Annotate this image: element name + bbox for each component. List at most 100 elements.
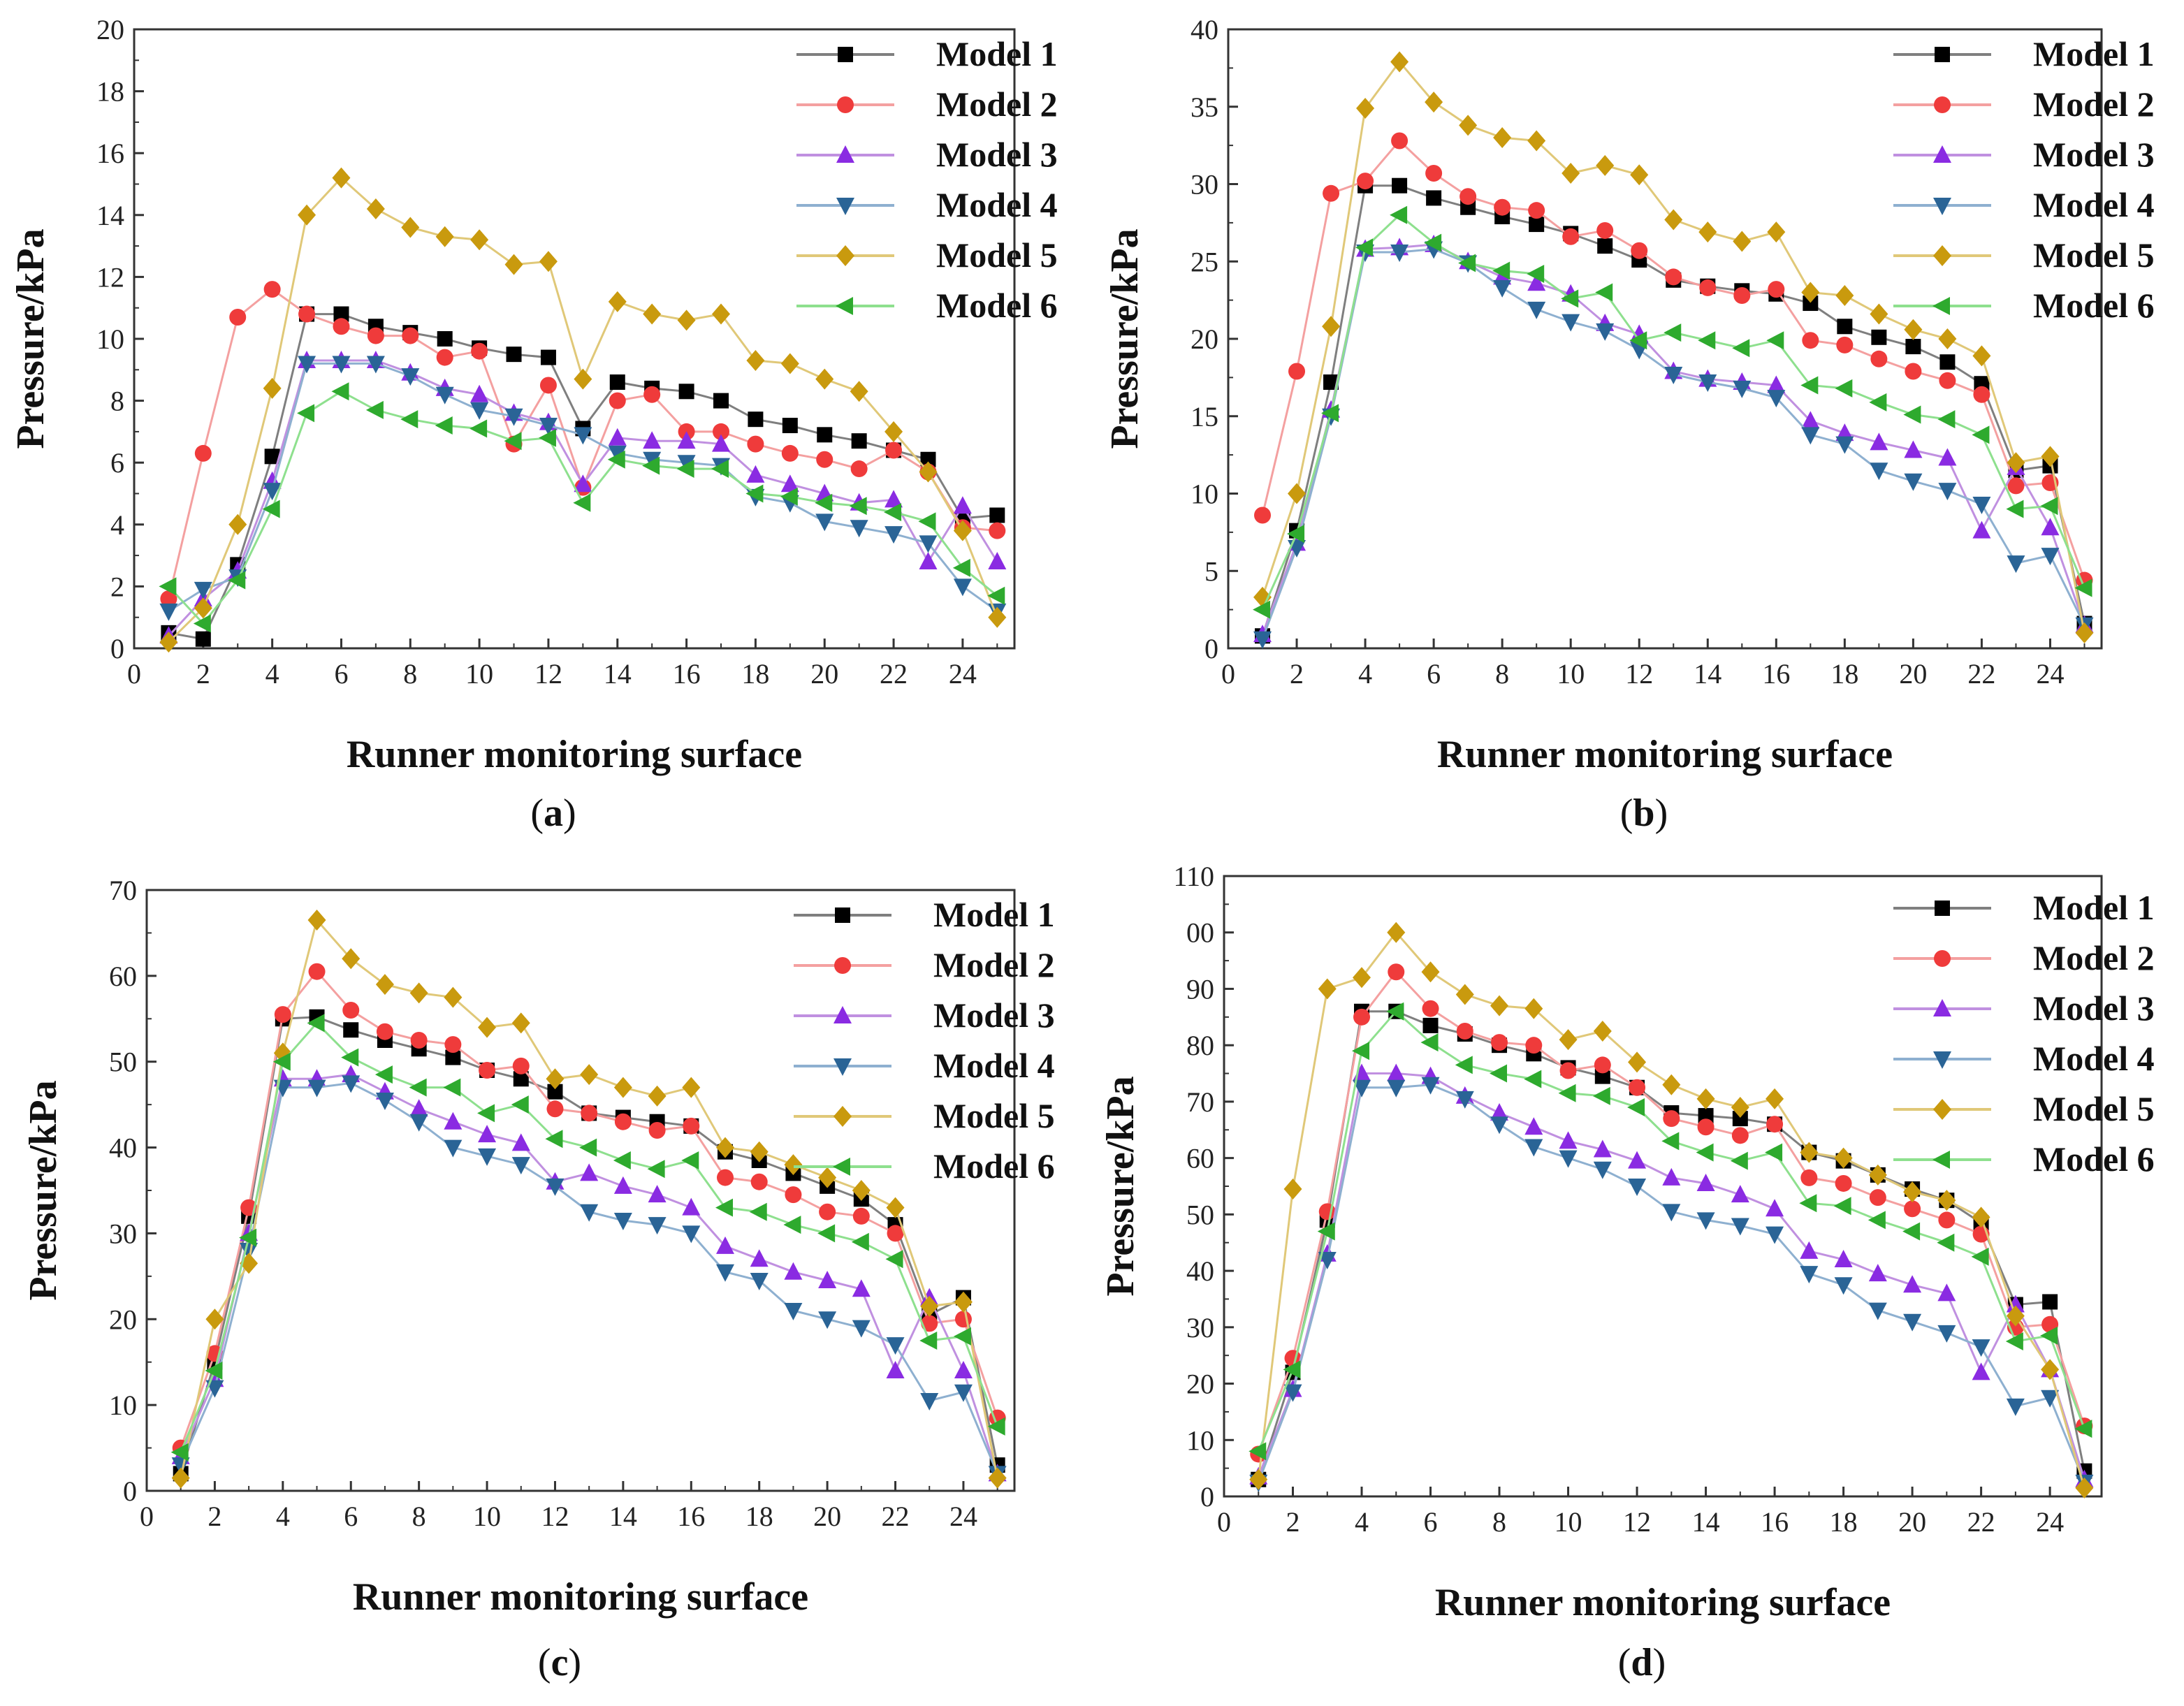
data-point-model-6 (1352, 1042, 1370, 1060)
data-point-model-4 (2007, 555, 2025, 574)
data-point-model-4 (478, 1148, 497, 1166)
data-point-model-4 (470, 402, 489, 420)
legend-entry: Model 1 (2033, 34, 2155, 73)
data-point-model-6 (1287, 525, 1305, 544)
data-point-model-6 (205, 1362, 223, 1380)
legend-entry: Model 3 (2033, 135, 2155, 174)
data-point-model-3 (1662, 1167, 1681, 1186)
data-point-model-2 (1525, 1037, 1543, 1054)
data-point-model-3 (712, 434, 730, 452)
data-point-model-5 (1834, 1147, 1853, 1169)
data-point-model-1 (513, 1071, 529, 1087)
x-axis-label: Runner monitoring surface (353, 1575, 808, 1619)
data-point-model-4 (1696, 1212, 1715, 1230)
data-point-model-3 (954, 1361, 973, 1378)
x-tick-label: 6 (344, 1501, 358, 1532)
data-point-model-4 (852, 1320, 871, 1338)
data-point-model-6 (987, 586, 1005, 605)
data-point-model-5 (580, 1064, 599, 1086)
data-point-model-5 (171, 1467, 190, 1489)
x-tick-label: 18 (745, 1501, 773, 1532)
data-point-model-6 (1492, 261, 1510, 280)
y-tick-label: 10 (109, 1390, 137, 1421)
data-point-model-5 (750, 1141, 769, 1162)
data-point-model-2 (1254, 506, 1272, 524)
data-point-model-3 (1387, 1063, 1406, 1081)
data-point-model-5 (1938, 328, 1957, 349)
data-point-model-4 (1937, 1325, 1956, 1343)
y-tick-label: 0 (1204, 633, 1218, 664)
data-point-model-5 (1731, 1096, 1749, 1118)
data-point-model-4 (608, 445, 627, 463)
data-point-model-2 (1697, 1118, 1715, 1136)
legend-entry: Model 1 (933, 895, 1055, 934)
data-point-model-5 (1353, 967, 1371, 989)
data-point-model-5 (444, 986, 463, 1008)
data-point-model-6 (1592, 1086, 1610, 1105)
data-point-model-1 (540, 349, 556, 365)
data-point-model-2 (683, 1117, 700, 1135)
series-line-model-5 (180, 917, 999, 1478)
y-tick-label: 14 (96, 200, 124, 231)
x-tick-label: 10 (465, 658, 493, 690)
y-tick-label: 6 (110, 447, 124, 479)
data-point-model-4 (1353, 1079, 1371, 1098)
data-point-model-2 (471, 342, 488, 360)
data-point-model-4 (298, 356, 316, 374)
data-point-model-4 (648, 1217, 667, 1235)
data-point-model-3 (2041, 518, 2060, 536)
data-point-model-4 (504, 408, 523, 426)
data-point-model-6 (642, 456, 660, 475)
data-point-model-4 (815, 513, 834, 532)
data-point-model-6 (272, 1052, 291, 1071)
data-point-model-2 (1699, 279, 1717, 296)
y-tick-label: 10 (96, 323, 124, 355)
legend-marker (836, 145, 854, 163)
data-point-model-2 (1562, 228, 1580, 245)
y-tick-label: 60 (1186, 1143, 1214, 1174)
data-point-model-4 (375, 1093, 394, 1110)
data-point-model-6 (918, 512, 936, 531)
data-point-model-3 (580, 1163, 599, 1181)
data-point-model-2 (1357, 173, 1374, 190)
data-point-model-2 (479, 1062, 496, 1079)
data-point-model-4 (1559, 1150, 1578, 1168)
data-point-model-4 (886, 1337, 905, 1355)
data-point-model-4 (1903, 1313, 1922, 1332)
data-point-model-4 (1662, 1204, 1681, 1222)
y-tick-label: 35 (1191, 92, 1218, 123)
data-point-model-5 (1322, 316, 1341, 337)
data-point-model-4 (1561, 314, 1580, 332)
data-point-model-4 (784, 1303, 803, 1320)
data-point-model-5 (1696, 1088, 1715, 1109)
data-point-model-6 (1355, 238, 1374, 257)
data-point-model-6 (1386, 1002, 1404, 1021)
data-point-model-3 (818, 1271, 837, 1288)
data-point-model-2 (402, 327, 419, 344)
data-point-model-2 (1391, 132, 1408, 150)
legend-entry: Model 4 (936, 185, 1058, 224)
legend-entry: Model 2 (933, 945, 1055, 984)
data-point-model-6 (1661, 1132, 1680, 1151)
legend-entry: Model 6 (936, 286, 1058, 325)
data-point-model-4 (574, 427, 592, 445)
x-tick-label: 2 (1286, 1506, 1300, 1538)
x-tick-label: 12 (534, 658, 562, 690)
data-point-model-2 (1425, 164, 1443, 182)
data-point-model-6 (1732, 339, 1750, 358)
data-point-model-2 (1631, 242, 1648, 259)
x-axis-label: Runner monitoring surface (1437, 733, 1893, 776)
data-point-model-3 (1800, 1241, 1819, 1259)
data-point-model-2 (1528, 202, 1545, 219)
data-point-model-5 (401, 217, 420, 238)
panel-caption: (c) (538, 1641, 581, 1684)
y-tick-label: 80 (1186, 1030, 1214, 1061)
data-point-model-4 (920, 1393, 939, 1410)
data-point-model-1 (782, 418, 798, 434)
data-point-model-5 (677, 309, 696, 331)
data-point-model-2 (581, 1104, 598, 1122)
y-tick-label: 5 (1204, 555, 1218, 587)
panel-caption: (b) (1620, 792, 1668, 835)
series-line-model-1 (180, 1016, 999, 1474)
data-point-model-1 (2042, 1294, 2058, 1310)
